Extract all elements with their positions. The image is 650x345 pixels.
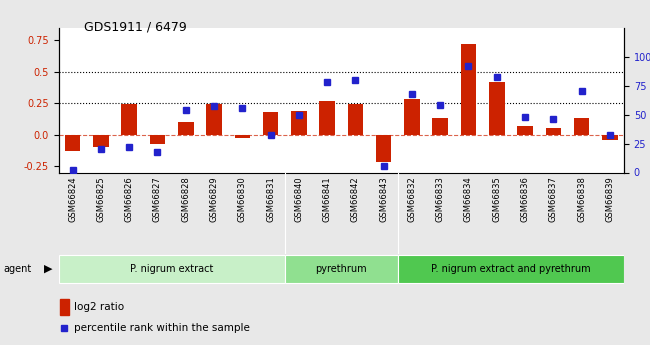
Bar bbox=[150, 135, 165, 144]
Text: GSM66832: GSM66832 bbox=[408, 177, 417, 222]
Text: GSM66827: GSM66827 bbox=[153, 177, 162, 222]
Text: GSM66830: GSM66830 bbox=[238, 177, 247, 222]
Text: GSM66831: GSM66831 bbox=[266, 177, 275, 222]
Bar bbox=[545, 128, 561, 135]
Bar bbox=[60, 299, 69, 315]
Bar bbox=[602, 135, 617, 140]
Bar bbox=[461, 44, 476, 135]
Text: GSM66826: GSM66826 bbox=[125, 177, 134, 222]
Text: GSM66841: GSM66841 bbox=[322, 177, 332, 222]
Text: GSM66834: GSM66834 bbox=[464, 177, 473, 222]
Bar bbox=[574, 118, 590, 135]
Bar bbox=[263, 112, 278, 135]
Bar bbox=[285, 255, 398, 283]
Text: GSM66836: GSM66836 bbox=[521, 177, 530, 223]
Bar bbox=[58, 255, 285, 283]
Bar bbox=[93, 135, 109, 147]
Bar bbox=[376, 135, 391, 162]
Bar bbox=[348, 105, 363, 135]
Bar bbox=[319, 101, 335, 135]
Bar bbox=[517, 126, 533, 135]
Text: GSM66840: GSM66840 bbox=[294, 177, 304, 222]
Text: percentile rank within the sample: percentile rank within the sample bbox=[73, 323, 250, 333]
Bar bbox=[235, 135, 250, 138]
Text: ▶: ▶ bbox=[44, 264, 53, 274]
Text: GSM66843: GSM66843 bbox=[379, 177, 388, 222]
Bar bbox=[122, 105, 137, 135]
Text: GSM66833: GSM66833 bbox=[436, 177, 445, 223]
Text: GSM66824: GSM66824 bbox=[68, 177, 77, 222]
Text: P. nigrum extract and pyrethrum: P. nigrum extract and pyrethrum bbox=[431, 264, 591, 274]
Text: GSM66842: GSM66842 bbox=[351, 177, 360, 222]
Text: GDS1911 / 6479: GDS1911 / 6479 bbox=[84, 21, 187, 34]
Text: GSM66838: GSM66838 bbox=[577, 177, 586, 223]
Bar bbox=[65, 135, 81, 151]
Text: GSM66825: GSM66825 bbox=[96, 177, 105, 222]
Text: GSM66837: GSM66837 bbox=[549, 177, 558, 223]
Bar bbox=[291, 111, 307, 135]
Bar bbox=[489, 82, 504, 135]
Text: P. nigrum extract: P. nigrum extract bbox=[130, 264, 213, 274]
Bar bbox=[432, 118, 448, 135]
Text: GSM66829: GSM66829 bbox=[209, 177, 218, 222]
Bar bbox=[206, 105, 222, 135]
Bar bbox=[398, 255, 624, 283]
Text: GSM66839: GSM66839 bbox=[605, 177, 614, 222]
Bar bbox=[404, 99, 420, 135]
Text: agent: agent bbox=[3, 264, 31, 274]
Text: GSM66835: GSM66835 bbox=[492, 177, 501, 222]
Text: GSM66828: GSM66828 bbox=[181, 177, 190, 222]
Bar bbox=[178, 122, 194, 135]
Text: log2 ratio: log2 ratio bbox=[73, 302, 124, 312]
Text: pyrethrum: pyrethrum bbox=[315, 264, 367, 274]
